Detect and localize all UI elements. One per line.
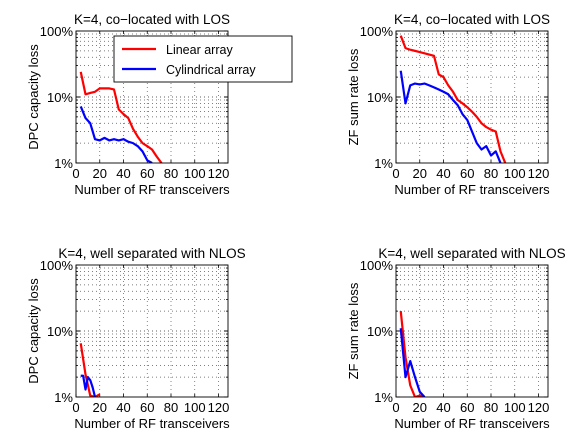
chart-title: K=4, co−located with LOS [394, 12, 550, 27]
x-tick-label: 40 [116, 400, 130, 415]
y-tick-label: 10% [367, 90, 393, 105]
x-tick-label: 120 [528, 166, 550, 181]
legend-label: Linear array [166, 43, 233, 57]
y-tick-label: 1% [54, 156, 73, 171]
y-tick-label: 10% [47, 324, 73, 339]
x-axis-label: Number of RF transceivers [394, 416, 550, 431]
y-tick-label: 100% [360, 258, 394, 273]
axes-frame [75, 30, 229, 164]
series-line-linear-array [79, 343, 101, 397]
series-line-cylindrical-array [399, 328, 426, 397]
chart-panel-3: 0 20 40 60 80 100 120 1% 10% 100%K=4, well separa… [26, 246, 246, 431]
legend-label: Cylindrical array [166, 63, 256, 77]
x-axis-label: Number of RF transceivers [74, 416, 230, 431]
series-line-linear-array [399, 35, 507, 163]
x-tick-label: 80 [484, 400, 498, 415]
x-tick-label: 0 [392, 400, 399, 415]
series-line-linear-array [79, 71, 163, 163]
x-tick-label: 60 [460, 400, 474, 415]
x-tick-label: 40 [116, 166, 130, 181]
y-tick-label: 1% [54, 390, 73, 405]
x-tick-label: 100 [504, 166, 526, 181]
x-tick-label: 60 [460, 166, 474, 181]
x-tick-label: 20 [413, 166, 427, 181]
chart-title: K=4, well separated with NLOS [378, 246, 565, 261]
series-line-cylindrical-array [399, 70, 502, 163]
x-tick-label: 20 [93, 400, 107, 415]
x-tick-label: 100 [184, 166, 206, 181]
grid [396, 265, 548, 397]
x-axis-label: Number of RF transceivers [394, 182, 550, 197]
chart-panel-1: 0 20 40 60 80 100 120 1% 10% 100%K=4, co−located … [26, 12, 293, 197]
y-axis-label: DPC capacity loss [26, 278, 41, 384]
x-tick-label: 20 [413, 400, 427, 415]
series-line-cylindrical-array [79, 106, 153, 163]
y-tick-label: 100% [40, 24, 74, 39]
y-tick-label: 100% [40, 258, 74, 273]
series-line-linear-array [399, 311, 425, 397]
x-tick-label: 60 [140, 400, 154, 415]
x-tick-label: 80 [164, 400, 178, 415]
series-line-cylindrical-array [80, 374, 97, 397]
y-axis-label: ZF sum rate loss [346, 48, 361, 145]
y-tick-label: 100% [360, 24, 394, 39]
axes-frame [395, 30, 549, 164]
y-axis-label: ZF sum rate loss [346, 282, 361, 379]
x-tick-label: 40 [436, 166, 450, 181]
x-tick-label: 0 [72, 166, 79, 181]
legend-box [113, 35, 293, 83]
y-tick-label: 10% [47, 90, 73, 105]
x-tick-label: 120 [208, 166, 230, 181]
x-tick-label: 100 [184, 400, 206, 415]
chart-panel-4: 0 20 40 60 80 100 120 1% 10% 100%K=4, well separa… [346, 246, 565, 431]
chart-panel-2: 0 20 40 60 80 100 120 1% 10% 100%K=4, co−located … [346, 12, 550, 197]
x-tick-label: 120 [208, 400, 230, 415]
y-axis-label: DPC capacity loss [26, 44, 41, 150]
grid [76, 265, 228, 397]
x-tick-label: 0 [392, 166, 399, 181]
chart-title: K=4, co−located with LOS [74, 12, 230, 27]
axes-frame [395, 264, 549, 398]
x-tick-label: 40 [436, 400, 450, 415]
y-tick-label: 1% [374, 390, 393, 405]
x-tick-label: 80 [484, 166, 498, 181]
y-tick-label: 10% [367, 324, 393, 339]
legend: Linear array Cylindrical array [113, 35, 293, 83]
x-tick-label: 80 [164, 166, 178, 181]
x-tick-label: 20 [93, 166, 107, 181]
x-tick-label: 120 [528, 400, 550, 415]
y-tick-label: 1% [374, 156, 393, 171]
x-tick-label: 100 [504, 400, 526, 415]
x-tick-label: 60 [140, 166, 154, 181]
x-tick-label: 0 [72, 400, 79, 415]
x-axis-label: Number of RF transceivers [74, 182, 230, 197]
chart-title: K=4, well separated with NLOS [58, 246, 245, 261]
axes-frame [75, 264, 229, 398]
